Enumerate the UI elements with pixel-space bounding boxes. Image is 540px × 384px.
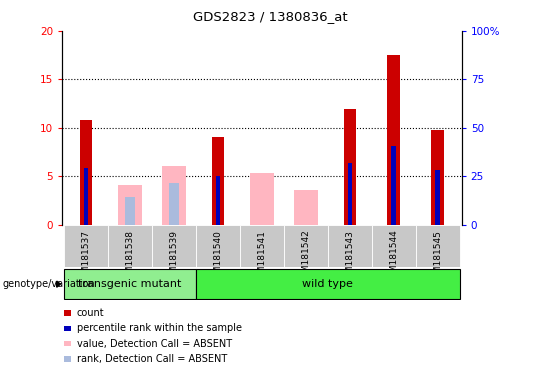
Text: wild type: wild type (302, 278, 353, 289)
Bar (108, 225, 152, 267)
Bar (84, 169, 89, 225)
Text: transgenic mutant: transgenic mutant (78, 278, 182, 289)
Text: GSM181539: GSM181539 (170, 230, 179, 285)
Bar (328, 225, 372, 267)
Text: count: count (77, 308, 104, 318)
Bar (392, 146, 396, 225)
Bar (284, 225, 328, 267)
Text: GSM181543: GSM181543 (345, 230, 354, 285)
Bar (240, 225, 284, 267)
Bar (64, 225, 108, 267)
Bar (125, 197, 135, 225)
Bar (388, 55, 400, 225)
Text: GSM181544: GSM181544 (389, 230, 398, 285)
Bar (64, 268, 196, 299)
Bar (118, 185, 142, 225)
Bar (169, 183, 179, 225)
Text: GSM181541: GSM181541 (258, 230, 266, 285)
Text: value, Detection Call = ABSENT: value, Detection Call = ABSENT (77, 339, 232, 349)
Bar (294, 190, 318, 225)
Bar (348, 162, 352, 225)
Text: percentile rank within the sample: percentile rank within the sample (77, 323, 242, 333)
Text: rank, Detection Call = ABSENT: rank, Detection Call = ABSENT (77, 354, 227, 364)
Text: GSM181542: GSM181542 (301, 230, 310, 285)
Bar (435, 170, 440, 225)
Bar (152, 225, 196, 267)
Polygon shape (57, 281, 60, 287)
Bar (416, 225, 460, 267)
Bar (216, 176, 220, 225)
Text: GSM181537: GSM181537 (82, 230, 91, 285)
Bar (80, 120, 92, 225)
Bar (250, 173, 274, 225)
Text: genotype/variation: genotype/variation (3, 279, 96, 289)
Bar (196, 225, 240, 267)
Text: GSM181545: GSM181545 (433, 230, 442, 285)
Bar (212, 137, 224, 225)
Text: GSM181540: GSM181540 (213, 230, 222, 285)
Bar (162, 167, 186, 225)
Bar (343, 109, 356, 225)
Text: GDS2823 / 1380836_at: GDS2823 / 1380836_at (193, 10, 347, 23)
Bar (431, 130, 444, 225)
Bar (196, 268, 460, 299)
Bar (372, 225, 416, 267)
Text: GSM181538: GSM181538 (126, 230, 134, 285)
